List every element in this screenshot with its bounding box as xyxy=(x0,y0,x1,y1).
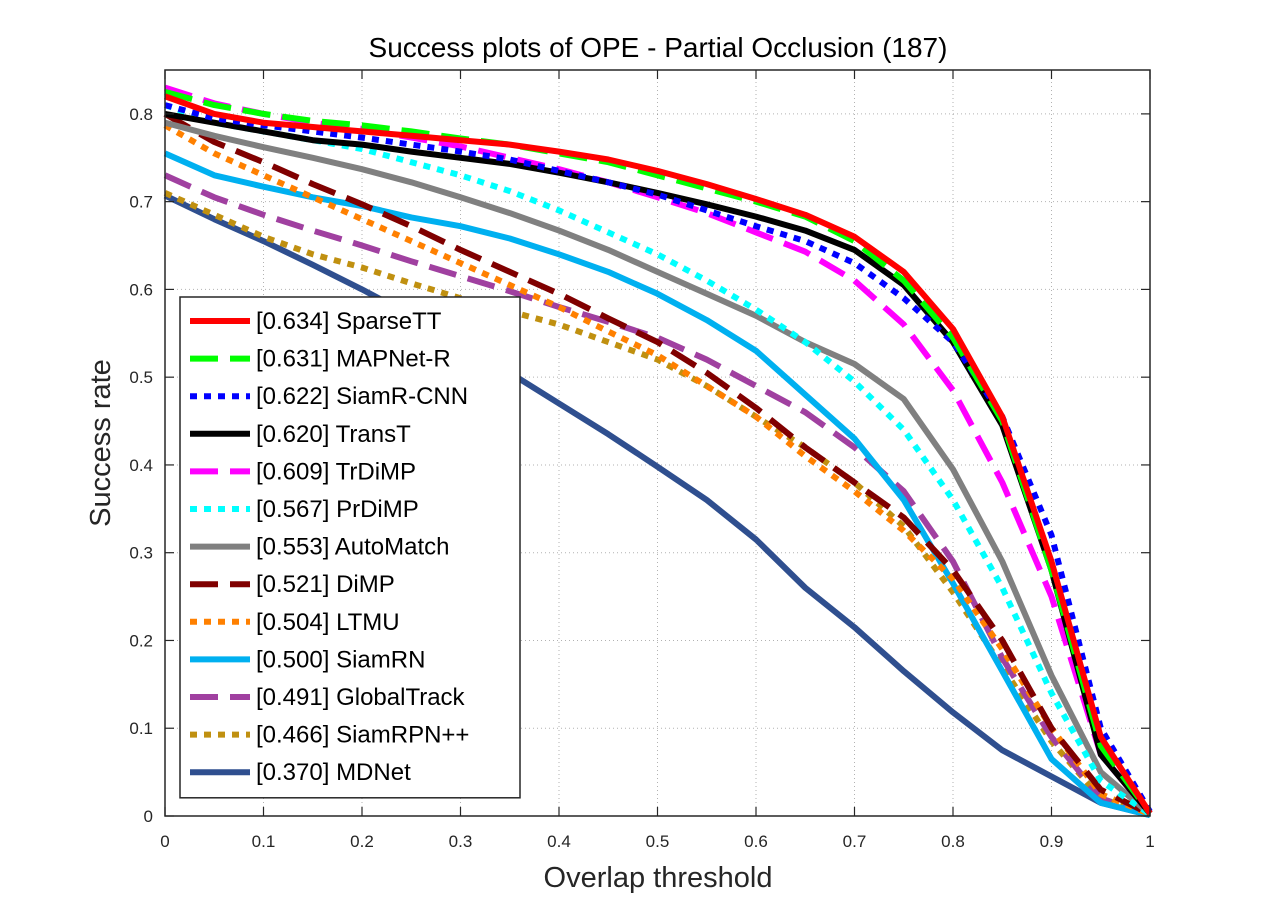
y-tick-label: 0.3 xyxy=(129,544,153,563)
series-line-ltmu xyxy=(163,122,1152,817)
legend-entry-label: [0.631] MAPNet-R xyxy=(256,346,451,373)
series-line-automatch xyxy=(164,119,1152,817)
y-tick-label: 0.1 xyxy=(129,719,153,738)
legend-entry-label: [0.500] SiamRN xyxy=(256,646,425,673)
axis-ticks: 0 0.1 0.2 0.3 0.4 0.5 0.6 0.7 0.8 0.9 1 0 0.1 0.2 0.3 0… xyxy=(129,70,1155,851)
series-lines xyxy=(163,84,1153,819)
x-tick-label: 0.9 xyxy=(1040,832,1064,851)
series-line-mdnet xyxy=(163,192,1151,819)
legend-entry-label: [0.521] DiMP xyxy=(256,571,395,598)
y-tick-label: 0.6 xyxy=(129,280,153,299)
legend-entry-label: [0.634] SparseTT xyxy=(256,308,442,335)
legend-entry-label: [0.622] SiamR-CNN xyxy=(256,383,468,410)
legend-entry-label: [0.466] SiamRPN++ xyxy=(256,722,469,749)
series-line-mapnet-r xyxy=(164,89,1153,816)
chart-title: Success plots of OPE - Partial Occlusion… xyxy=(369,32,948,63)
x-tick-label: 0.2 xyxy=(350,832,374,851)
x-tick-label: 0.8 xyxy=(941,832,965,851)
x-tick-label: 0 xyxy=(160,832,169,851)
y-tick-label: 0 xyxy=(144,807,153,826)
y-tick-label: 0.4 xyxy=(129,456,153,475)
legend-entry-label: [0.370] MDNet xyxy=(256,759,411,786)
legend-entry-label: [0.553] AutoMatch xyxy=(256,534,449,561)
x-tick-label: 0.7 xyxy=(843,832,867,851)
y-tick-label: 0.5 xyxy=(129,368,153,387)
x-tick-label: 0.6 xyxy=(744,832,768,851)
legend-entry-label: [0.491] GlobalTrack xyxy=(256,684,466,711)
series-line-transt xyxy=(164,110,1153,816)
x-tick-label: 0.1 xyxy=(252,832,276,851)
series-line-dimp xyxy=(163,111,1152,817)
legend-entry-label: [0.504] LTMU xyxy=(256,609,400,636)
x-tick-label: 0.3 xyxy=(449,832,473,851)
legend-entry-label: [0.620] TransT xyxy=(256,421,411,448)
series-line-sparsett xyxy=(163,93,1153,816)
y-axis-label: Success rate xyxy=(85,359,117,527)
y-tick-label: 0.2 xyxy=(129,631,153,650)
legend-entry-label: [0.567] PrDiMP xyxy=(256,496,419,523)
x-tick-label: 1 xyxy=(1145,832,1154,851)
y-tick-label: 0.8 xyxy=(129,105,153,124)
x-tick-label: 0.5 xyxy=(646,832,670,851)
x-axis-label: Overlap threshold xyxy=(544,862,773,894)
y-tick-label: 0.7 xyxy=(129,193,153,212)
series-line-siamrn xyxy=(163,150,1151,819)
x-tick-label: 0.4 xyxy=(547,832,571,851)
series-line-siamrpn- xyxy=(163,190,1151,818)
legend-entry-label: [0.609] TrDiMP xyxy=(256,458,416,485)
legend: [0.634] SparseTT [0.631] MAPNet-R [0.622] … xyxy=(179,296,521,799)
